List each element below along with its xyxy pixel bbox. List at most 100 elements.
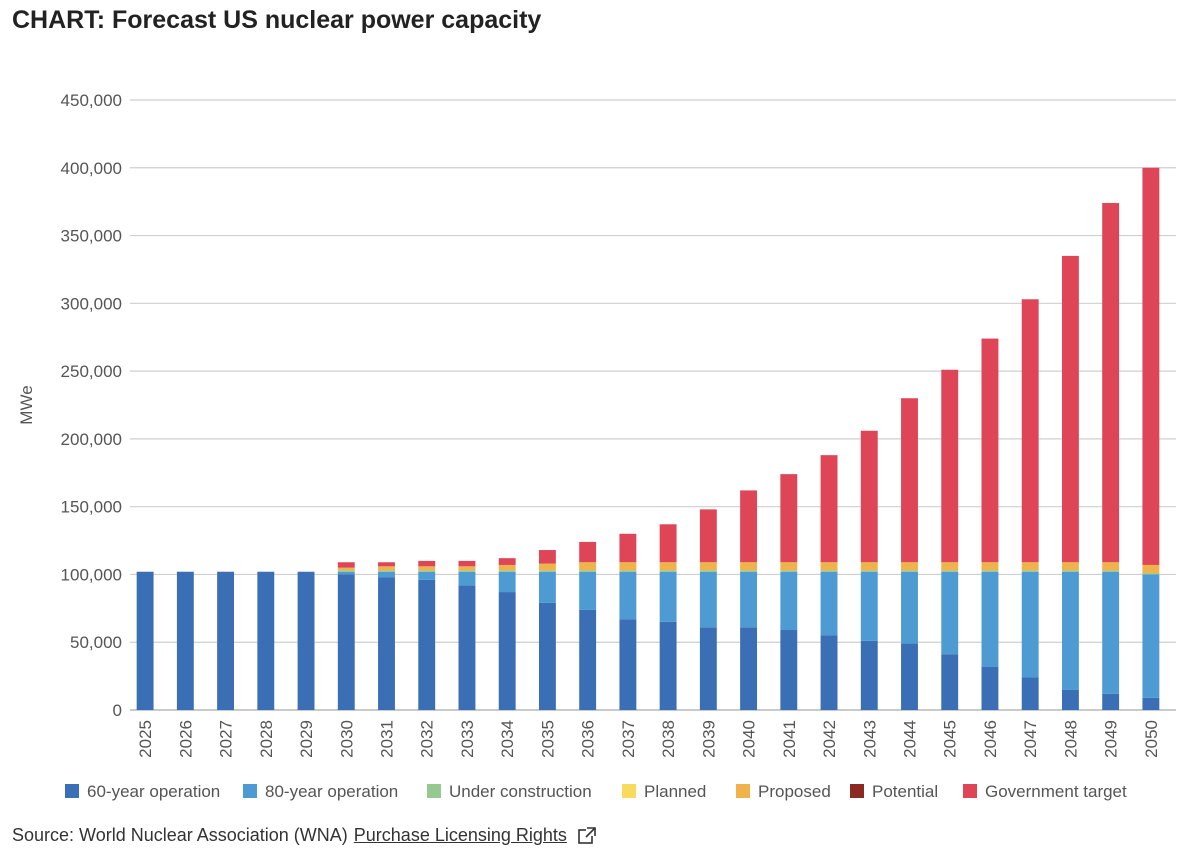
bar-segment [217, 571, 235, 710]
bar-segment [176, 571, 194, 710]
bar-segment [257, 571, 275, 710]
legend-swatch [65, 784, 79, 798]
bar-segment [820, 635, 838, 710]
y-tick-label: 350,000 [61, 227, 122, 246]
bar-segment [619, 570, 637, 572]
bar-segment [538, 571, 556, 603]
bar-segment [820, 562, 838, 571]
bar-segment [458, 570, 476, 572]
legend-swatch [622, 784, 636, 798]
bar-segment [699, 570, 717, 572]
bar-segment [901, 398, 918, 563]
bar-segment [579, 570, 597, 572]
bar-segment [941, 654, 959, 710]
legend-swatch [427, 784, 441, 798]
bar-segment [659, 562, 677, 571]
bar-segment [619, 571, 637, 620]
bar-segment [820, 455, 838, 563]
bar-segment [1061, 689, 1079, 710]
bar-segment [740, 571, 758, 628]
bar-segment [860, 570, 878, 572]
bar-segment [1102, 693, 1120, 710]
bar-segment [498, 570, 516, 572]
y-tick-label: 150,000 [61, 498, 122, 517]
bar-segment [659, 570, 677, 572]
x-tick-label: 2046 [981, 720, 1000, 758]
x-tick-label: 2032 [418, 720, 437, 758]
bar-segment [378, 566, 395, 571]
bar-segment [659, 524, 677, 563]
x-tick-label: 2037 [619, 720, 638, 758]
bar-segment [780, 474, 798, 563]
y-tick-label: 250,000 [61, 362, 122, 381]
x-tick-label: 2033 [458, 720, 477, 758]
bar-segment [780, 630, 798, 710]
bar-segment [378, 570, 395, 572]
bar-segment [498, 564, 516, 571]
x-tick-label: 2027 [217, 720, 236, 758]
bar-segment [1061, 570, 1079, 572]
x-tick-label: 2031 [378, 720, 397, 758]
bar-segment [981, 666, 999, 710]
bar-segment [1142, 697, 1160, 710]
licensing-link[interactable]: Purchase Licensing Rights [353, 825, 567, 845]
bar-segment [579, 609, 597, 710]
bar-segment [780, 571, 798, 631]
bar-segment [981, 571, 999, 667]
bar-segment [1102, 571, 1120, 694]
external-link-icon[interactable] [577, 826, 597, 846]
bar-segment [579, 541, 597, 563]
bar-segment [1061, 255, 1079, 563]
bar-segment [337, 571, 355, 575]
bar-segment [538, 602, 556, 710]
bar-segment [820, 571, 838, 636]
bar-segment [619, 562, 637, 571]
x-tick-label: 2041 [780, 720, 799, 758]
y-axis-label: MWe [17, 385, 36, 424]
bar-segment [418, 571, 436, 580]
bar-segment [498, 558, 516, 565]
bar-segment [619, 619, 637, 710]
bar-segment [699, 571, 717, 628]
bar-segment [297, 571, 315, 710]
bar-segment [337, 567, 355, 571]
bar-segment [378, 577, 395, 710]
bar-segment [1021, 562, 1039, 571]
bar-segment [498, 571, 516, 593]
bar-segment [538, 563, 556, 571]
bar-segment [1021, 677, 1039, 710]
bar-segment [860, 640, 878, 710]
bar-segment [1142, 573, 1160, 575]
y-tick-label: 200,000 [61, 430, 122, 449]
bar-segment [1142, 167, 1160, 565]
bar-segment [981, 562, 999, 571]
bar-segment [740, 627, 758, 710]
bar-segment [740, 490, 758, 563]
x-tick-label: 2039 [699, 720, 718, 758]
bar-segment [740, 562, 758, 571]
stacked-bar-chart: 0 50,000 100,000 150,000 200,000 250,000 300,0… [17, 91, 1176, 801]
bar-segment [378, 562, 395, 567]
x-tick-label: 2040 [740, 720, 759, 758]
bar-segment [418, 579, 436, 710]
bar-segment [1061, 562, 1079, 571]
bar-segment [418, 566, 436, 571]
bar-segment [699, 562, 717, 571]
bar-segment [941, 570, 959, 572]
bar-segment [1021, 299, 1039, 563]
bar-segment [1142, 574, 1160, 698]
source-text: Source: World Nuclear Association (WNA) [12, 825, 348, 845]
x-tick-label: 2049 [1102, 720, 1121, 758]
x-tick-label: 2042 [820, 720, 839, 758]
bar-segment [780, 570, 798, 572]
x-tick-label: 2047 [1021, 720, 1040, 758]
legend-label: Government target [985, 782, 1127, 801]
y-tick-label: 450,000 [61, 91, 122, 110]
chart-container: 0 50,000 100,000 150,000 200,000 250,000 300,0… [10, 78, 1190, 818]
bar-segment [337, 574, 355, 710]
bar-segment [498, 592, 516, 710]
bar-segment [981, 338, 999, 563]
legend-label: Potential [872, 782, 938, 801]
legend-swatch [243, 784, 257, 798]
bar-segment [901, 571, 918, 644]
